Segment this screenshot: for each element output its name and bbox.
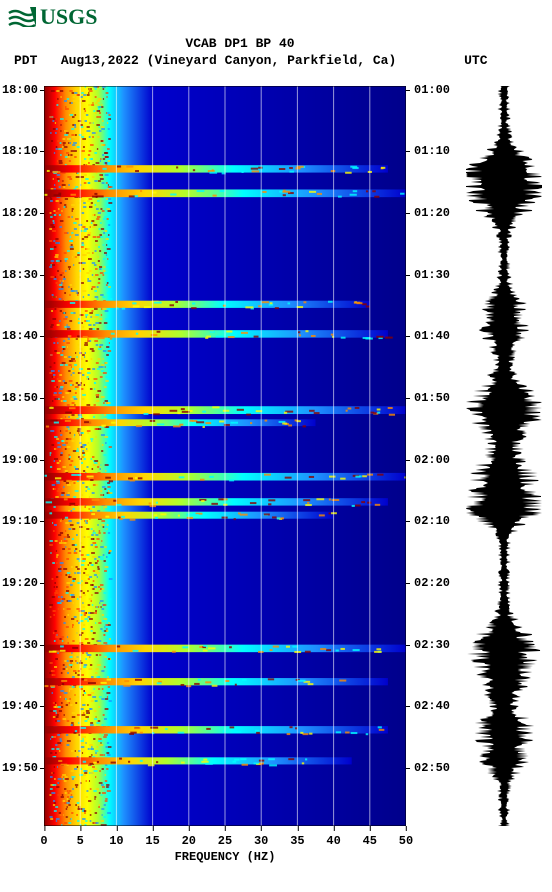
right-tick: 02:10	[414, 514, 450, 528]
left-tick: 18:30	[2, 268, 38, 282]
seismogram-svg	[464, 86, 544, 826]
right-tick: 01:00	[414, 83, 450, 97]
freq-tick: 15	[145, 834, 159, 848]
usgs-logo: USGS	[8, 4, 97, 30]
left-time-axis: 18:00 18:10 18:20 18:30 18:40 18:50 19:00 19:10…	[0, 86, 44, 826]
spectrogram-chart	[44, 86, 406, 826]
freq-tick: 25	[218, 834, 232, 848]
left-tick: 19:50	[2, 761, 38, 775]
date: Aug13,2022	[61, 53, 139, 68]
freq-tick: 5	[77, 834, 84, 848]
left-tick: 18:10	[2, 144, 38, 158]
right-tick: 02:50	[414, 761, 450, 775]
right-tick: 02:00	[414, 453, 450, 467]
left-tick: 19:00	[2, 453, 38, 467]
freq-tick: 10	[109, 834, 123, 848]
freq-tick: 30	[254, 834, 268, 848]
freq-tick: 20	[182, 834, 196, 848]
left-tick: 18:50	[2, 391, 38, 405]
seismogram-trace	[464, 86, 544, 826]
left-tick: 19:20	[2, 576, 38, 590]
tz-right: UTC	[464, 53, 487, 68]
right-tick: 01:10	[414, 144, 450, 158]
frequency-axis: FREQUENCY (HZ) 05101520253035404550	[44, 826, 406, 866]
right-tick: 01:50	[414, 391, 450, 405]
chart-subtitle: PDT Aug13,2022 (Vineyard Canyon, Parkfie…	[14, 53, 552, 68]
left-tick: 19:40	[2, 699, 38, 713]
freq-tick: 40	[326, 834, 340, 848]
chart-title: VCAB DP1 BP 40	[10, 36, 470, 51]
frequency-axis-label: FREQUENCY (HZ)	[175, 850, 276, 864]
usgs-text: USGS	[40, 4, 97, 30]
freq-tick: 50	[399, 834, 413, 848]
right-tick: 01:30	[414, 268, 450, 282]
left-tick: 19:30	[2, 638, 38, 652]
tz-left: PDT	[14, 53, 37, 68]
location: (Vineyard Canyon, Parkfield, Ca)	[147, 53, 397, 68]
usgs-wave-icon	[8, 7, 36, 27]
chart-header: VCAB DP1 BP 40 PDT Aug13,2022 (Vineyard …	[0, 36, 552, 68]
right-tick: 01:20	[414, 206, 450, 220]
right-tick: 02:30	[414, 638, 450, 652]
left-tick: 18:40	[2, 329, 38, 343]
spectrogram-svg	[44, 86, 406, 826]
freq-tick: 45	[363, 834, 377, 848]
right-tick: 02:40	[414, 699, 450, 713]
right-tick: 01:40	[414, 329, 450, 343]
freq-tick: 0	[40, 834, 47, 848]
left-tick: 18:00	[2, 83, 38, 97]
freq-tick: 35	[290, 834, 304, 848]
left-tick: 18:20	[2, 206, 38, 220]
right-time-axis: 01:00 01:10 01:20 01:30 01:40 01:50 02:00 02:10…	[406, 86, 454, 826]
left-tick: 19:10	[2, 514, 38, 528]
right-tick: 02:20	[414, 576, 450, 590]
